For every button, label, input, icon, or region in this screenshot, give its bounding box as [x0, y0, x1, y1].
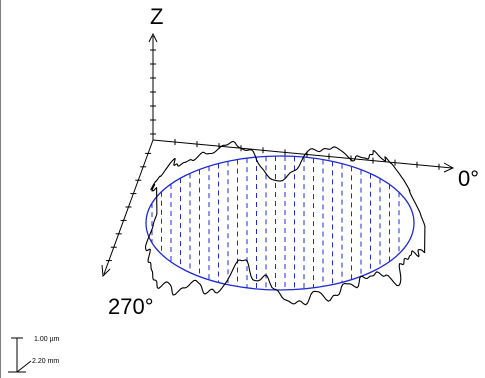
x-axis-ticks	[174, 139, 440, 170]
z-axis-ticks	[150, 49, 156, 135]
scale-horizontal-label: 2.20 mm	[32, 358, 60, 365]
reference-circle	[145, 155, 415, 291]
y-axis-ticks	[105, 152, 152, 262]
axes	[0, 0, 455, 378]
roundness-profile-trace	[144, 140, 426, 306]
angle-0-label: 0°	[458, 166, 480, 191]
scale-bar	[8, 337, 32, 373]
z-axis-label: Z	[150, 4, 164, 29]
x-axis-line	[152, 139, 453, 169]
z-axis-arrow	[148, 32, 158, 43]
x-axis-arrow	[443, 162, 455, 173]
scale-bar-diagonal	[16, 360, 32, 373]
reference-guide-lines	[151, 156, 400, 290]
y-axis-arrow	[101, 264, 111, 278]
angle-270-label: 270°	[108, 294, 154, 319]
scale-vertical-label: 1.00 µm	[34, 336, 60, 343]
